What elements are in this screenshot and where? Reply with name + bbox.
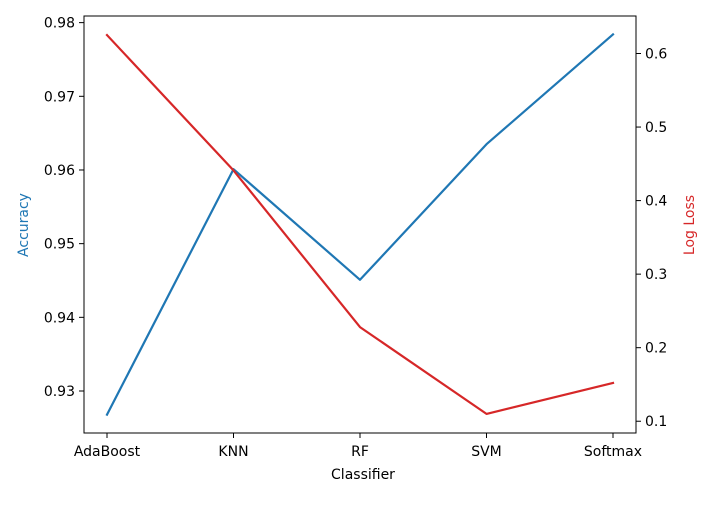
- plot-area: [107, 34, 613, 414]
- left-y-axis-label: Accuracy: [16, 193, 32, 257]
- plot-frame: [84, 16, 636, 433]
- x-tick-label: AdaBoost: [74, 444, 141, 460]
- left-y-tick-label: 0.95: [44, 237, 75, 253]
- series-line-accuracy: [107, 34, 613, 414]
- right-y-tick-label: 0.1: [645, 414, 667, 430]
- x-tick-label: KNN: [218, 444, 248, 460]
- x-tick-label: Softmax: [584, 444, 642, 460]
- right-y-axis-label: Log Loss: [682, 195, 698, 255]
- right-y-tick-label: 0.6: [645, 47, 667, 63]
- left-y-tick-label: 0.97: [44, 89, 75, 105]
- right-y-tick-label: 0.3: [645, 267, 667, 283]
- left-y-tick-label: 0.98: [44, 16, 75, 32]
- left-y-tick-label: 0.93: [44, 384, 75, 400]
- left-y-tick-label: 0.96: [44, 163, 75, 179]
- right-y-tick-label: 0.4: [645, 194, 667, 210]
- x-tick-label: SVM: [471, 444, 502, 460]
- left-y-tick-label: 0.94: [44, 310, 75, 326]
- x-axis-label: Classifier: [331, 467, 395, 483]
- right-y-tick-label: 0.2: [645, 341, 667, 357]
- series-line-log-loss: [107, 35, 613, 414]
- x-tick-label: RF: [351, 444, 369, 460]
- right-y-tick-label: 0.5: [645, 120, 667, 136]
